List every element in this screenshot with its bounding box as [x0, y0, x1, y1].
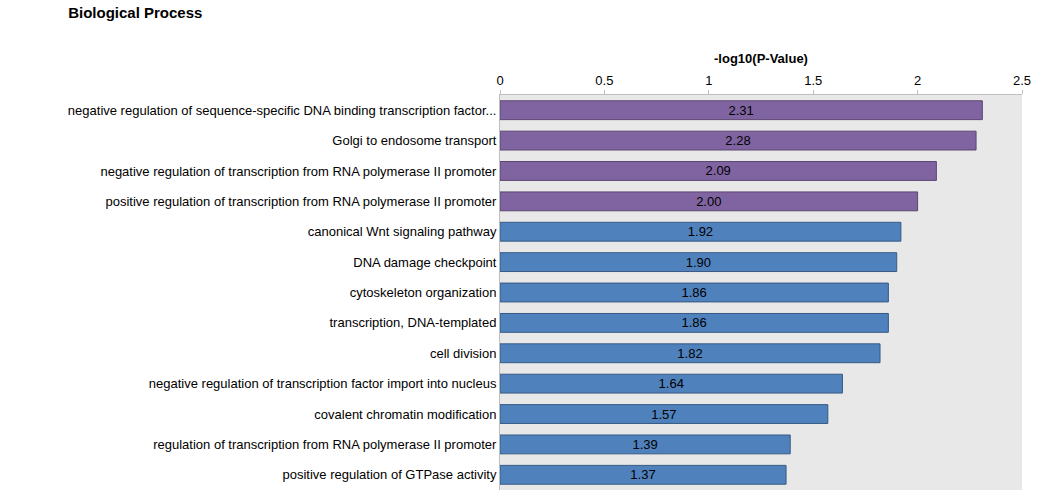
- svg-text:1: 1: [705, 73, 712, 88]
- svg-text:2.5: 2.5: [1013, 73, 1031, 88]
- svg-text:1.82: 1.82: [677, 346, 702, 361]
- svg-text:transcription, DNA-templated: transcription, DNA-templated: [329, 315, 496, 330]
- svg-text:positive regulation of transcr: positive regulation of transcription fro…: [106, 194, 498, 209]
- svg-text:negative regulation of transcr: negative regulation of transcription fac…: [149, 376, 497, 391]
- svg-text:covalent chromatin modificatio: covalent chromatin modification: [314, 407, 496, 422]
- svg-text:0.5: 0.5: [595, 73, 613, 88]
- svg-text:1.90: 1.90: [686, 255, 711, 270]
- svg-text:1.5: 1.5: [804, 73, 822, 88]
- svg-text:2.09: 2.09: [706, 163, 731, 178]
- svg-text:1.39: 1.39: [632, 437, 657, 452]
- svg-text:cytoskeleton organization: cytoskeleton organization: [350, 285, 497, 300]
- svg-text:canonical Wnt signaling pathwa: canonical Wnt signaling pathway: [308, 224, 497, 239]
- svg-text:negative regulation of sequenc: negative regulation of sequence-specific…: [68, 103, 497, 118]
- svg-text:2.28: 2.28: [725, 133, 750, 148]
- svg-text:1.86: 1.86: [682, 285, 707, 300]
- svg-text:DNA damage checkpoint: DNA damage checkpoint: [353, 255, 496, 270]
- svg-text:Biological Process: Biological Process: [68, 4, 202, 21]
- svg-text:1.86: 1.86: [682, 315, 707, 330]
- svg-text:0: 0: [496, 73, 503, 88]
- svg-text:1.64: 1.64: [659, 376, 684, 391]
- svg-text:2.31: 2.31: [729, 103, 754, 118]
- svg-text:Golgi to endosome transport: Golgi to endosome transport: [332, 133, 496, 148]
- svg-text:1.92: 1.92: [688, 224, 713, 239]
- svg-text:positive regulation of GTPase: positive regulation of GTPase activity: [283, 467, 497, 482]
- svg-text:-log10(P-Value): -log10(P-Value): [714, 51, 808, 66]
- svg-text:1.37: 1.37: [630, 467, 655, 482]
- svg-text:2.00: 2.00: [696, 194, 721, 209]
- svg-text:2: 2: [914, 73, 921, 88]
- svg-text:regulation of transcription fr: regulation of transcription from RNA pol…: [153, 437, 497, 452]
- svg-text:cell division: cell division: [430, 346, 496, 361]
- svg-text:negative regulation of transcr: negative regulation of transcription fro…: [100, 164, 497, 179]
- svg-text:1.57: 1.57: [651, 407, 676, 422]
